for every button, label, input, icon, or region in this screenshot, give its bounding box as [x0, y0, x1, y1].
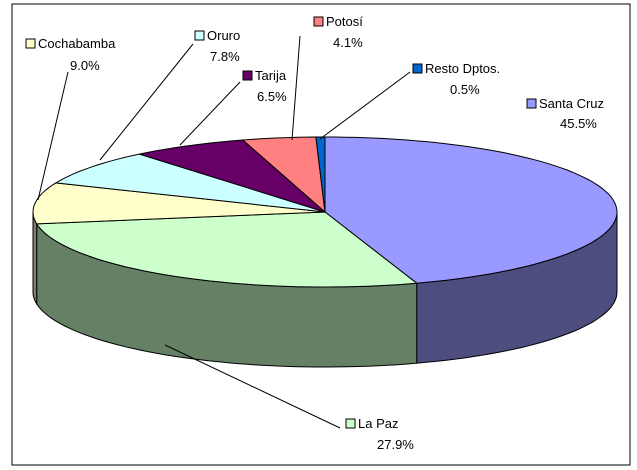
pie-slice — [32, 182, 326, 225]
pie-side — [32, 211, 38, 306]
legend-swatch — [345, 418, 356, 429]
legend-swatch — [412, 63, 423, 74]
slice-label: Tarija — [255, 68, 287, 83]
slice-label: Resto Dptos. — [425, 61, 500, 76]
slice-label: Santa Cruz — [539, 96, 604, 111]
slice-value: 7.8% — [210, 49, 240, 64]
leader-line — [37, 71, 69, 201]
slice-value: 0.5% — [450, 82, 480, 97]
slice-value: 4.1% — [333, 35, 363, 50]
slice-value: 45.5% — [560, 116, 597, 131]
slice-label: Cochabamba — [38, 36, 116, 51]
slice-label: Oruro — [207, 28, 240, 43]
pie-slice — [35, 211, 419, 288]
leader-line — [319, 71, 411, 140]
slice-label: Potosí — [326, 14, 363, 29]
slice-value: 27.9% — [377, 437, 414, 452]
leader-line — [164, 344, 341, 429]
pie-slice — [241, 136, 326, 214]
legend-swatch — [25, 38, 36, 49]
leader-line — [179, 81, 241, 146]
leader-line — [291, 35, 301, 141]
pie-slice — [315, 136, 326, 213]
legend-swatch — [194, 30, 205, 41]
slice-value: 9.0% — [70, 58, 100, 73]
pie-slice — [324, 136, 618, 284]
slice-value: 6.5% — [257, 89, 287, 104]
legend-swatch — [242, 70, 253, 81]
pie-slice — [54, 153, 326, 213]
legend-swatch — [526, 98, 537, 109]
slice-label: La Paz — [358, 416, 398, 431]
leader-line — [99, 43, 194, 161]
pie-slice — [137, 139, 326, 213]
legend-swatch — [313, 16, 324, 27]
